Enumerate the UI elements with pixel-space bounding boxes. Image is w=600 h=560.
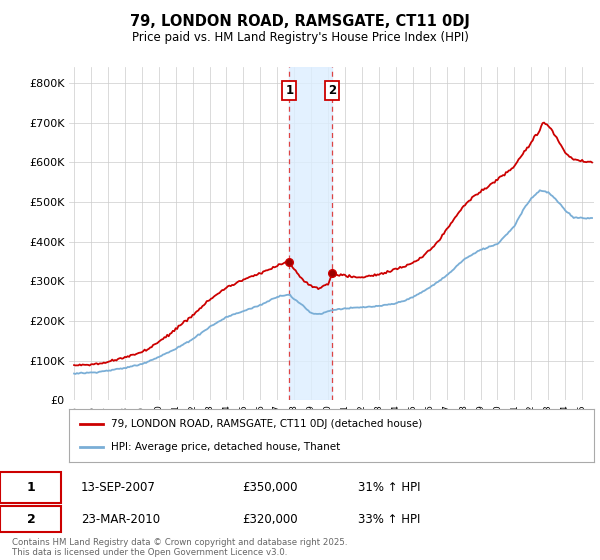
Text: £350,000: £350,000 — [242, 481, 298, 494]
Text: 2: 2 — [328, 84, 336, 97]
Text: Contains HM Land Registry data © Crown copyright and database right 2025.
This d: Contains HM Land Registry data © Crown c… — [12, 538, 347, 557]
Text: 31% ↑ HPI: 31% ↑ HPI — [358, 481, 420, 494]
Text: £320,000: £320,000 — [242, 512, 298, 526]
Text: 79, LONDON ROAD, RAMSGATE, CT11 0DJ (detached house): 79, LONDON ROAD, RAMSGATE, CT11 0DJ (det… — [111, 419, 422, 429]
Text: 33% ↑ HPI: 33% ↑ HPI — [358, 512, 420, 526]
Text: 2: 2 — [26, 512, 35, 526]
Text: 23-MAR-2010: 23-MAR-2010 — [81, 512, 160, 526]
Text: 13-SEP-2007: 13-SEP-2007 — [81, 481, 156, 494]
Text: 79, LONDON ROAD, RAMSGATE, CT11 0DJ: 79, LONDON ROAD, RAMSGATE, CT11 0DJ — [130, 14, 470, 29]
FancyBboxPatch shape — [1, 473, 61, 503]
FancyBboxPatch shape — [1, 506, 61, 532]
Text: 1: 1 — [26, 481, 35, 494]
Text: HPI: Average price, detached house, Thanet: HPI: Average price, detached house, Than… — [111, 442, 340, 452]
Text: 1: 1 — [285, 84, 293, 97]
Text: Price paid vs. HM Land Registry's House Price Index (HPI): Price paid vs. HM Land Registry's House … — [131, 31, 469, 44]
Bar — [289, 67, 332, 400]
